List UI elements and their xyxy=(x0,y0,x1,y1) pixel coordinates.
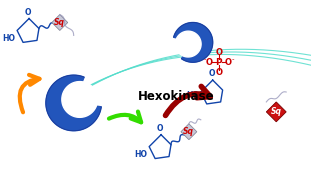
Polygon shape xyxy=(52,15,68,30)
Text: -: - xyxy=(203,56,206,62)
Text: O: O xyxy=(225,58,232,67)
Text: -: - xyxy=(231,56,234,62)
Text: HO: HO xyxy=(186,91,199,101)
Polygon shape xyxy=(62,82,98,117)
Polygon shape xyxy=(174,22,213,62)
Text: HO: HO xyxy=(2,34,15,43)
Polygon shape xyxy=(266,102,286,122)
Text: O: O xyxy=(157,124,163,133)
Text: HO: HO xyxy=(134,150,147,159)
Text: Sq: Sq xyxy=(183,127,194,136)
Text: O: O xyxy=(25,8,31,17)
Text: O: O xyxy=(215,48,222,57)
Text: Hexokinase: Hexokinase xyxy=(138,91,214,104)
Polygon shape xyxy=(175,31,201,57)
Text: Sq: Sq xyxy=(54,18,65,27)
Text: P: P xyxy=(215,58,222,67)
Text: O: O xyxy=(208,69,215,78)
Polygon shape xyxy=(46,75,101,131)
Text: O: O xyxy=(205,58,212,67)
Polygon shape xyxy=(181,124,197,140)
Text: O: O xyxy=(215,68,222,77)
Text: Sq: Sq xyxy=(271,107,282,116)
